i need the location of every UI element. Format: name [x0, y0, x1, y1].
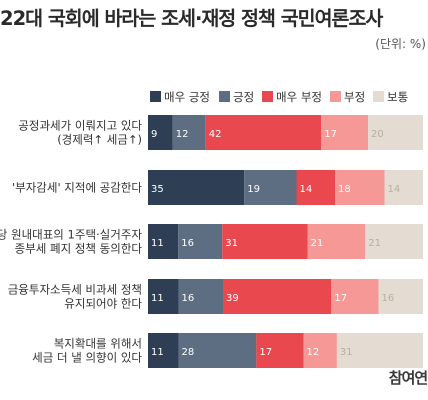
row-label-1-line-1: 공정과세가 이뤄지고 있다 — [18, 119, 142, 133]
data-label-r3-s1: 11 — [151, 238, 164, 249]
data-label-r5-s2: 28 — [182, 347, 195, 358]
data-label-r1-s5: 20 — [371, 129, 384, 140]
data-label-r4-s3: 39 — [226, 293, 239, 304]
data-label-r3-s2: 16 — [181, 238, 194, 249]
legend-label-3: 매우 부정 — [276, 90, 322, 104]
bar-segment-r3-s5 — [365, 224, 423, 259]
legend-label-5: 보통 — [387, 90, 408, 104]
bar-segment-r2-s4 — [335, 170, 385, 205]
legend-swatch-4 — [330, 91, 341, 102]
bar-segment-r1-s1 — [148, 115, 173, 150]
data-label-r3-s4: 21 — [311, 238, 324, 249]
data-label-r1-s3: 42 — [209, 129, 222, 140]
row-label-5-line-2: 세금 더 낼 의향이 있다 — [32, 351, 142, 365]
bar-segment-r4-s4 — [331, 279, 379, 314]
bar-segment-r1-s3 — [205, 115, 322, 150]
data-label-r4-s1: 11 — [151, 293, 164, 304]
legend-swatch-1 — [150, 91, 161, 102]
bar-segment-r2-s2 — [244, 170, 297, 205]
bar-segment-r5-s5 — [336, 333, 423, 368]
data-label-r4-s5: 16 — [382, 293, 395, 304]
data-label-r4-s4: 17 — [334, 293, 347, 304]
data-label-r5-s1: 11 — [151, 347, 164, 358]
bar-segment-r1-s4 — [321, 115, 368, 150]
data-label-r1-s4: 17 — [324, 129, 337, 140]
bar-segment-r1-s5 — [368, 115, 423, 150]
data-label-r5-s5: 31 — [340, 347, 353, 358]
bar-segment-r4-s2 — [178, 279, 223, 314]
data-label-r3-s5: 21 — [368, 238, 381, 249]
bar-segment-r3-s4 — [307, 224, 366, 259]
data-label-r5-s4: 12 — [307, 347, 320, 358]
bar-segment-r3-s2 — [178, 224, 223, 259]
bar-segment-r1-s2 — [172, 115, 206, 150]
plot-area: 9 12 42 17 20 35 19 14 18 14 11 16 31 21 21 11 16 39 17 16 1… — [148, 115, 423, 368]
data-label-r4-s2: 16 — [182, 293, 195, 304]
unit-label: (단위: %) — [375, 37, 426, 51]
row-label-4-line-2: 유지되어야 한다 — [64, 297, 142, 311]
legend: 매우 긍정 긍정 매우 부정 부정 보통 — [150, 90, 408, 104]
bar-segment-r5-s1 — [148, 333, 179, 368]
bar-segment-r5-s3 — [256, 333, 304, 368]
bar-segment-r2-s1 — [148, 170, 245, 205]
data-label-r2-s4: 18 — [338, 184, 351, 195]
bar-segment-r2-s5 — [384, 170, 423, 205]
row-label-1-line-2: (경제력↑ 세금↑) — [57, 133, 142, 147]
data-label-r1-s2: 12 — [176, 129, 189, 140]
chart-title: 22대 국회에 바라는 조세·재정 정책 국민여론조사 — [0, 7, 383, 30]
legend-swatch-2 — [219, 91, 230, 102]
row-label-2-line-1: '부자감세' 지적에 공감한다 — [12, 181, 142, 195]
bar-segment-r2-s3 — [296, 170, 335, 205]
bar-segment-r4-s5 — [378, 279, 423, 314]
data-label-r3-s3: 31 — [225, 238, 238, 249]
legend-swatch-5 — [373, 91, 384, 102]
bar-segment-r5-s2 — [178, 333, 257, 368]
data-label-r2-s3: 14 — [300, 184, 313, 195]
bar-segment-r4-s1 — [148, 279, 179, 314]
row-labels: 공정과세가 이뤄지고 있다(경제력↑ 세금↑) '부자감세' 지적에 공감한다민주… — [0, 119, 142, 365]
legend-label-1: 매우 긍정 — [164, 90, 210, 104]
data-label-r1-s1: 9 — [151, 129, 157, 140]
data-label-r2-s5: 14 — [388, 184, 401, 195]
data-label-r2-s1: 35 — [151, 184, 164, 195]
row-label-3-line-1: 민주당 원내대표의 1주택·실거주자 — [0, 228, 142, 242]
legend-swatch-3 — [262, 91, 273, 102]
bar-segment-r4-s3 — [223, 279, 332, 314]
row-label-4-line-1: 금융투자소득세 비과세 정책 — [8, 283, 142, 297]
row-label-5-line-1: 복지확대를 위해서 — [54, 337, 142, 351]
bar-segment-r5-s4 — [303, 333, 337, 368]
bar-segment-r3-s3 — [222, 224, 308, 259]
row-label-3-line-2: 종부세 폐지 정책 동의한다 — [15, 242, 143, 256]
legend-label-2: 긍정 — [233, 90, 254, 104]
data-label-r5-s3: 17 — [259, 347, 272, 358]
bar-segment-r3-s1 — [148, 224, 179, 259]
logo: 참여연대 — [388, 369, 428, 387]
data-label-r2-s2: 19 — [247, 184, 260, 195]
legend-label-4: 부정 — [344, 90, 365, 104]
